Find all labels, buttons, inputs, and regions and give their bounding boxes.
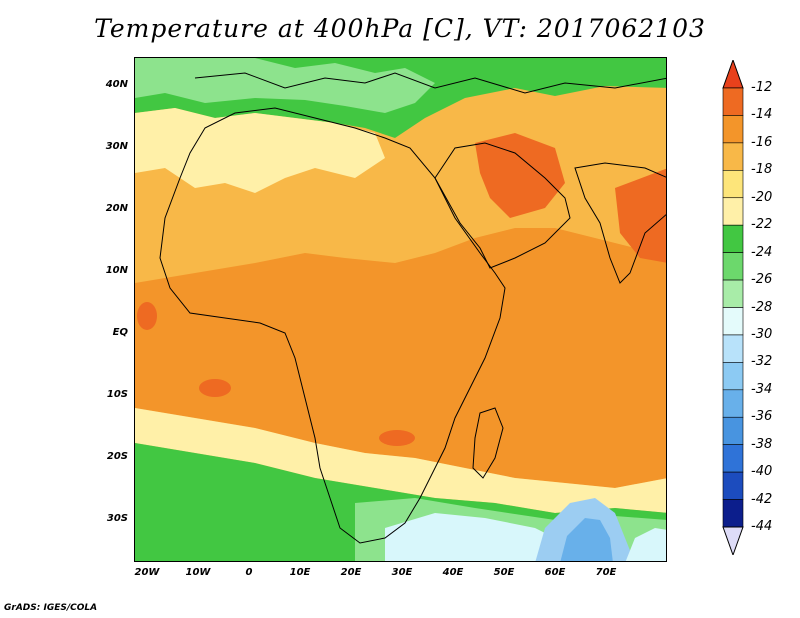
map-panel bbox=[134, 57, 667, 562]
arabia-coastline bbox=[434, 142, 571, 269]
colorbar-label: -20 bbox=[751, 189, 773, 205]
colorbar bbox=[722, 60, 744, 555]
colorbar-box bbox=[722, 197, 744, 226]
lat-label-30n: 30N bbox=[105, 141, 128, 152]
colorbar-label: -34 bbox=[751, 381, 773, 397]
colorbar-box bbox=[722, 416, 744, 445]
colorbar-box bbox=[722, 142, 744, 171]
colorbar-box bbox=[722, 87, 744, 116]
lat-label-eq: EQ bbox=[112, 327, 128, 338]
colorbar-box bbox=[722, 170, 744, 199]
lon-label-0: 0 bbox=[245, 567, 253, 578]
lon-label-10w: 10W bbox=[185, 567, 211, 578]
field-hotspot-south bbox=[199, 379, 231, 397]
lon-label-10e: 10E bbox=[289, 567, 311, 578]
colorbar-label: -16 bbox=[751, 134, 773, 150]
colorbar-label: -32 bbox=[751, 354, 773, 370]
colorbar-label: -12 bbox=[751, 80, 773, 95]
field-south-paleblue-east bbox=[625, 528, 666, 561]
lat-label-30s: 30S bbox=[106, 513, 128, 524]
colorbar-box bbox=[722, 224, 744, 253]
colorbar-label: -28 bbox=[751, 299, 773, 315]
colorbar-label: -40 bbox=[751, 464, 773, 480]
lon-label-60e: 60E bbox=[544, 567, 566, 578]
field-south-midblue bbox=[560, 518, 613, 561]
colorbar-label: -38 bbox=[751, 436, 773, 452]
lon-label-20e: 20E bbox=[340, 567, 362, 578]
colorbar-label: -26 bbox=[751, 272, 773, 288]
field-arabia-darkorange bbox=[475, 133, 565, 218]
field-north-lightgreen bbox=[135, 58, 435, 113]
colorbar-box bbox=[722, 252, 744, 281]
lat-label-20n: 20N bbox=[105, 203, 128, 214]
colorbar-box bbox=[722, 307, 744, 336]
colorbar-label: -42 bbox=[751, 491, 773, 507]
lat-label-20s: 20S bbox=[106, 451, 128, 462]
colorbar-box bbox=[722, 334, 744, 363]
lon-label-50e: 50E bbox=[493, 567, 515, 578]
lon-label-30e: 30E bbox=[391, 567, 413, 578]
lon-label-20w: 20W bbox=[134, 567, 160, 578]
africa-coastline bbox=[159, 107, 506, 544]
colorbar-box bbox=[722, 362, 744, 391]
lon-label-40e: 40E bbox=[442, 567, 464, 578]
field-south-paleyellow bbox=[135, 408, 666, 513]
colorbar-label: -44 bbox=[751, 519, 773, 534]
colorbar-box bbox=[722, 499, 744, 528]
lat-label-10s: 10S bbox=[106, 389, 128, 400]
lat-label-40n: 40N bbox=[105, 79, 128, 90]
colorbar-bottom-triangle bbox=[722, 526, 744, 555]
colorbar-box bbox=[722, 279, 744, 308]
colorbar-box bbox=[722, 471, 744, 500]
colorbar-label: -30 bbox=[751, 326, 773, 342]
field-india-darkorange bbox=[615, 168, 666, 263]
field-hotspot-zambezi bbox=[379, 430, 415, 446]
colorbar-box bbox=[722, 389, 744, 418]
colorbar-label: -22 bbox=[751, 217, 773, 233]
field-hotspot-west bbox=[137, 302, 157, 330]
colorbar-box bbox=[722, 444, 744, 473]
credit-text: GrADS: IGES/COLA bbox=[4, 603, 98, 613]
temperature-map bbox=[135, 58, 666, 561]
lon-label-70e: 70E bbox=[595, 567, 617, 578]
lat-label-10n: 10N bbox=[105, 265, 128, 276]
colorbar-label: -14 bbox=[751, 107, 773, 123]
madagascar-coastline bbox=[472, 407, 504, 479]
europe-coastline bbox=[194, 72, 666, 94]
colorbar-label: -36 bbox=[751, 409, 773, 425]
field-south-cyan bbox=[385, 513, 574, 561]
india-coastline bbox=[574, 162, 666, 284]
field-tropical-orange bbox=[135, 228, 666, 488]
colorbar-box bbox=[722, 115, 744, 144]
colorbar-label: -18 bbox=[751, 162, 773, 178]
colorbar-label: -24 bbox=[751, 244, 773, 260]
field-north-paleyellow bbox=[135, 108, 385, 193]
coastlines bbox=[159, 72, 666, 544]
chart-title: Temperature at 400hPa [C], VT: 201706210… bbox=[94, 14, 706, 43]
colorbar-top-triangle bbox=[722, 60, 744, 89]
